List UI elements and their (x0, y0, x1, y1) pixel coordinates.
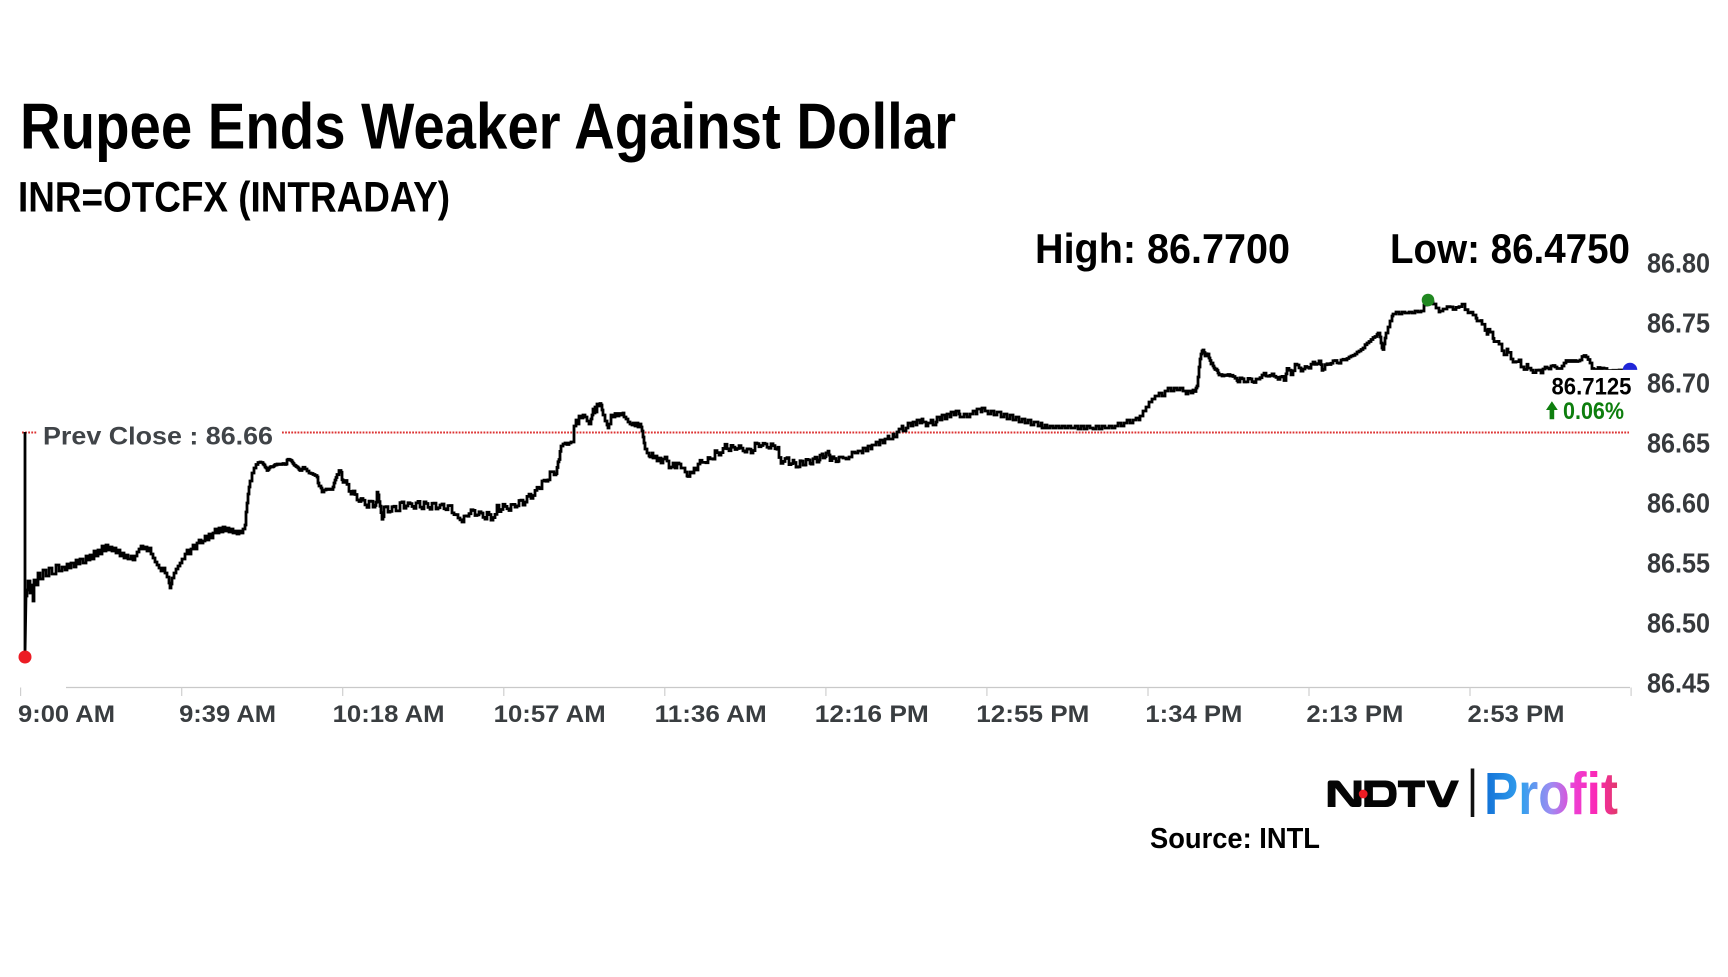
svg-text:12:16 PM: 12:16 PM (815, 701, 929, 728)
svg-text:High: 86.7700: High: 86.7700 (1035, 225, 1290, 272)
svg-text:Low: 86.4750: Low: 86.4750 (1390, 225, 1630, 272)
svg-text:86.65: 86.65 (1647, 428, 1710, 459)
svg-text:9:39 AM: 9:39 AM (179, 701, 276, 728)
svg-text:2:53 PM: 2:53 PM (1468, 701, 1565, 728)
svg-text:10:57 AM: 10:57 AM (494, 701, 606, 728)
svg-text:86.55: 86.55 (1647, 548, 1710, 579)
svg-text:Rupee Ends Weaker Against Doll: Rupee Ends Weaker Against Dollar (20, 90, 956, 163)
svg-text:0.06%: 0.06% (1563, 398, 1624, 425)
svg-text:86.75: 86.75 (1647, 308, 1710, 339)
svg-text:86.70: 86.70 (1647, 368, 1710, 399)
svg-text:86.45: 86.45 (1647, 668, 1710, 699)
svg-text:10:18 AM: 10:18 AM (333, 701, 445, 728)
svg-text:86.60: 86.60 (1647, 488, 1710, 519)
svg-text:INR=OTCFX (INTRADAY): INR=OTCFX (INTRADAY) (18, 174, 450, 222)
svg-text:11:36 AM: 11:36 AM (655, 701, 767, 728)
svg-text:86.80: 86.80 (1647, 248, 1710, 279)
svg-text:86.7125: 86.7125 (1552, 374, 1632, 401)
svg-text:9:00 AM: 9:00 AM (18, 701, 115, 728)
svg-text:Source: INTL: Source: INTL (1150, 823, 1320, 855)
svg-text:12:55 PM: 12:55 PM (976, 701, 1089, 728)
svg-text:86.50: 86.50 (1647, 608, 1710, 639)
svg-text:1:34 PM: 1:34 PM (1145, 701, 1242, 728)
svg-text:Profit: Profit (1484, 761, 1618, 827)
svg-text:Prev Close : 86.66: Prev Close : 86.66 (43, 423, 273, 451)
svg-text:2:13 PM: 2:13 PM (1306, 701, 1403, 728)
